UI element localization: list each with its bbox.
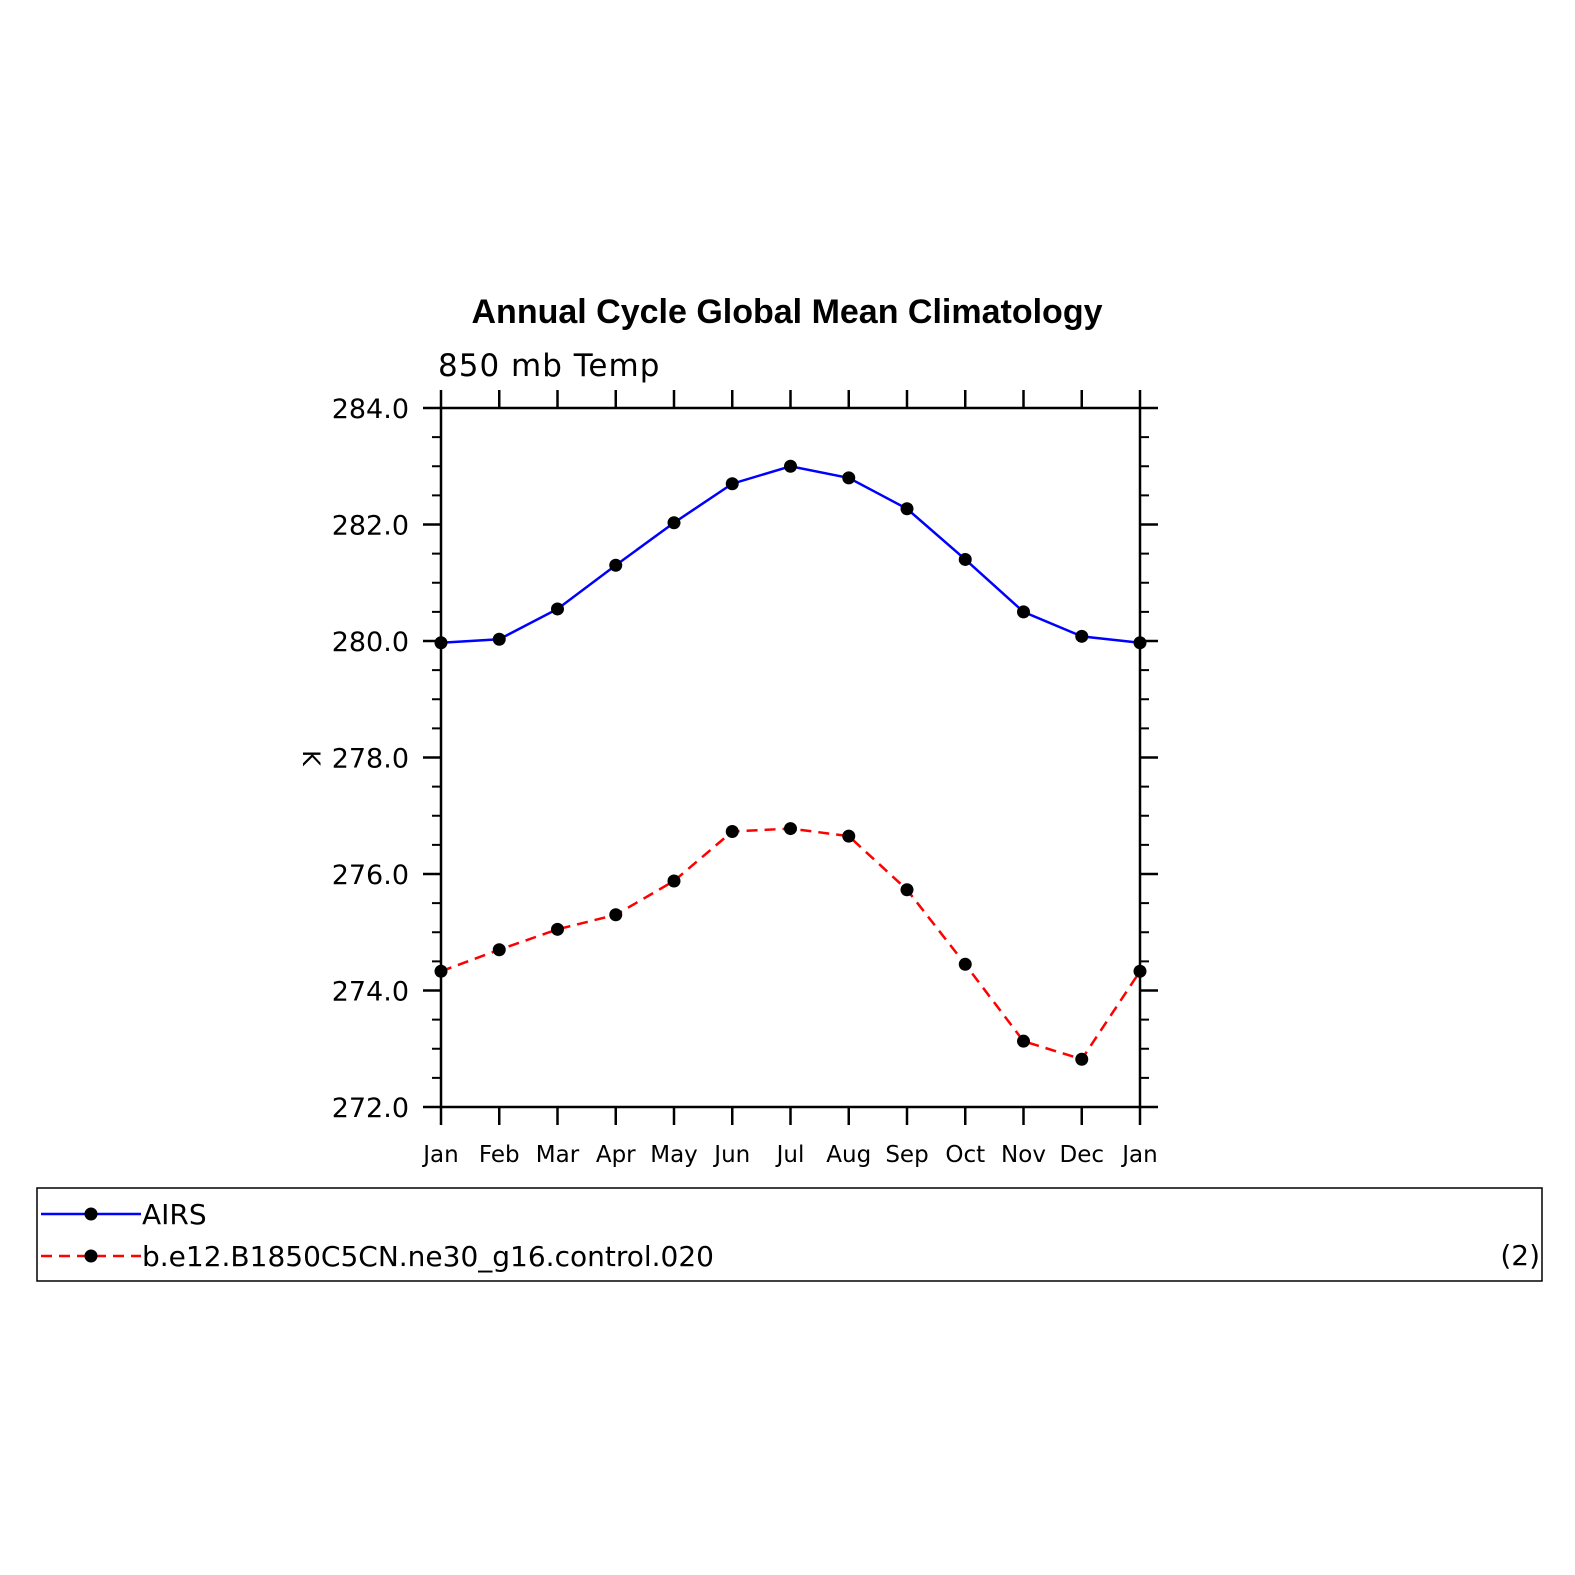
data-point [900,883,914,897]
data-point [900,502,914,516]
data-point [492,943,506,957]
legend-marker [84,1207,98,1221]
x-tick-labels: Jan Feb Mar Apr May Jun Jul Aug Sep Oct Nov Dec Jan [421,1142,1157,1168]
legend-box [36,1187,1543,1282]
series-line-0 [440,464,1141,644]
x-tick-label: Feb [479,1142,520,1168]
data-point [842,829,856,843]
y-tick-label: 272.0 [332,1093,409,1124]
x-tick-label: Aug [826,1142,871,1168]
y-tick-label: 280.0 [332,627,409,658]
y-tick-labels: 272.0 274.0 276.0 278.0 280.0 282.0 284.0 [332,394,409,1124]
data-point [609,558,623,572]
data-point [784,822,797,836]
y-axis-label: K [297,750,325,767]
data-point [725,824,739,838]
data-point [609,908,623,922]
data-point [784,459,797,473]
series-points [434,459,1147,1066]
x-tick-label: Oct [945,1142,985,1168]
legend-label: AIRS [142,1198,207,1231]
series-lines [440,464,1142,1061]
data-point [725,477,739,491]
panel-label: (2) [1500,1239,1540,1272]
x-tick-label: Sep [885,1142,928,1168]
data-point [551,922,564,936]
y-tick-label: 278.0 [332,744,409,775]
x-tick-label: Jul [775,1142,805,1168]
y-tick-label: 284.0 [332,394,409,425]
x-tick-label: Mar [536,1142,580,1168]
data-point [1075,1052,1089,1066]
data-point [667,516,681,530]
data-point [958,552,972,566]
data-point [667,874,681,888]
y-tick-label: 282.0 [332,511,409,542]
chart-title: Annual Cycle Global Mean Climatology [472,293,1103,331]
legend-items: AIRS b.e12.B1850C5CN.ne30_g16.control.020 [41,1198,714,1273]
x-tick-label: Nov [1001,1142,1046,1168]
data-point [1017,605,1030,619]
x-tick-label: Jan [1120,1142,1157,1168]
x-tick-label: Apr [596,1142,636,1168]
plot-frame [439,406,1142,1109]
x-tick-label: Jan [421,1142,458,1168]
axis-ticks [423,390,1158,1125]
x-tick-label: Jun [712,1142,750,1168]
data-point [1017,1034,1030,1048]
data-point [842,471,856,485]
legend-marker [84,1249,98,1263]
data-point [958,957,972,971]
y-tick-label: 276.0 [332,860,409,891]
data-point [1075,629,1089,643]
data-point [551,602,564,616]
x-tick-label: May [650,1142,698,1168]
chart-subtitle: 850 mb Temp [438,348,660,384]
x-tick-label: Dec [1059,1142,1104,1168]
series-line-1 [440,827,1142,1061]
y-tick-label: 274.0 [332,977,409,1008]
legend: AIRS b.e12.B1850C5CN.ne30_g16.control.020… [36,1187,1543,1282]
data-point [492,632,506,646]
legend-label: b.e12.B1850C5CN.ne30_g16.control.020 [142,1240,714,1273]
